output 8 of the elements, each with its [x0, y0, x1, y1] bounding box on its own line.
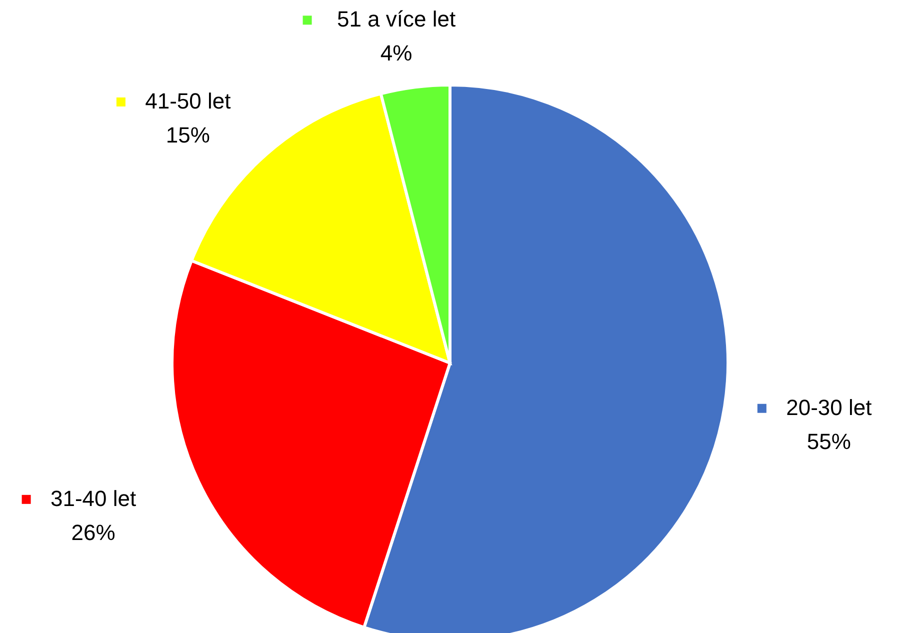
legend-label: 51 a více let	[336, 6, 456, 32]
data-label: 55%	[806, 428, 851, 454]
data-label: 26%	[71, 520, 116, 545]
legend-label: 41-50 let	[145, 88, 231, 114]
data-label: 15%	[166, 122, 210, 148]
data-label: 4%	[380, 40, 412, 66]
legend-label: 31-40 let	[50, 486, 136, 511]
legend-label: 20-30 let	[786, 394, 872, 420]
